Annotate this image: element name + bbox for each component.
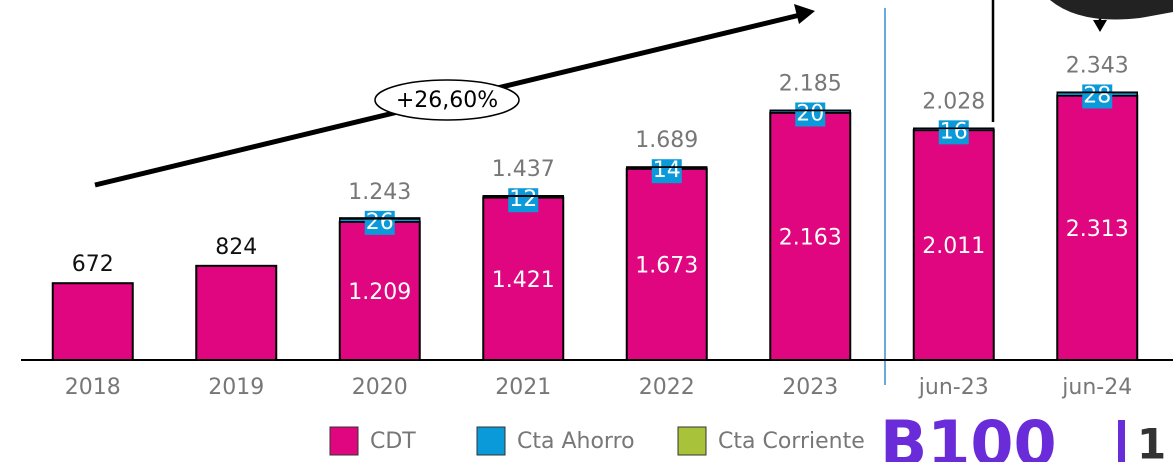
total-label: 2.343 <box>1066 53 1129 78</box>
value-label: 2.313 <box>1066 217 1129 242</box>
bar-segment <box>339 217 421 220</box>
arrow-head <box>1093 20 1107 32</box>
value-label: 16 <box>940 119 968 144</box>
legend-label: Cta Corriente <box>718 429 865 454</box>
value-label: 12 <box>509 187 537 212</box>
legend-label: CDT <box>370 429 416 454</box>
annotation-ellipse <box>374 79 520 121</box>
total-label: 2.028 <box>922 89 985 114</box>
legend-swatch <box>329 426 359 456</box>
arrow-head <box>794 4 815 24</box>
decoration <box>1050 0 1173 20</box>
bar-segment <box>482 196 565 361</box>
value-label: 1.673 <box>635 253 698 278</box>
value-label-box <box>508 188 539 213</box>
total-label: 2.185 <box>779 72 842 97</box>
value-label: 2.011 <box>922 234 985 259</box>
x-tick-label: jun-24 <box>1061 375 1132 400</box>
total-label: 1.243 <box>348 180 411 205</box>
x-tick-label: 2023 <box>782 375 838 400</box>
value-label-box <box>651 159 682 184</box>
legend-swatch <box>476 426 506 456</box>
total-label: 824 <box>215 235 257 260</box>
x-tick-label: 2021 <box>495 375 551 400</box>
bar-segment <box>195 264 278 362</box>
legend-label: Cta Ahorro <box>517 429 635 454</box>
total-label: 672 <box>72 252 114 277</box>
annotation: +26,60% <box>396 88 498 113</box>
value-label: 1.421 <box>492 268 555 293</box>
bar-segment <box>338 220 421 361</box>
value-label: 26 <box>366 210 394 235</box>
x-tick-label: 2020 <box>352 375 408 400</box>
x-tick-label: 2022 <box>639 375 695 400</box>
value-label-box <box>364 210 395 235</box>
value-label-box <box>1082 84 1113 109</box>
bar-segment <box>51 282 134 362</box>
total-label: 1.689 <box>635 128 698 153</box>
logo-bar <box>1118 420 1125 462</box>
bar-segment <box>1056 94 1139 362</box>
bar-segment <box>912 129 995 361</box>
page-number: 1 <box>1137 420 1166 462</box>
value-label: 1.209 <box>348 280 411 305</box>
value-label: 14 <box>653 158 681 183</box>
x-tick-label: 2018 <box>65 375 121 400</box>
bar-segment <box>625 167 708 361</box>
value-label-box <box>795 102 826 127</box>
value-label-box <box>938 120 969 145</box>
value-label: 28 <box>1083 83 1111 108</box>
x-tick-label: jun-23 <box>918 375 989 400</box>
logo: B100 <box>880 407 1057 462</box>
x-tick-label: 2019 <box>208 375 264 400</box>
value-label: 20 <box>796 102 824 127</box>
legend-swatch <box>677 426 707 456</box>
value-label: 2.163 <box>779 225 842 250</box>
total-label: 1.437 <box>492 157 555 182</box>
